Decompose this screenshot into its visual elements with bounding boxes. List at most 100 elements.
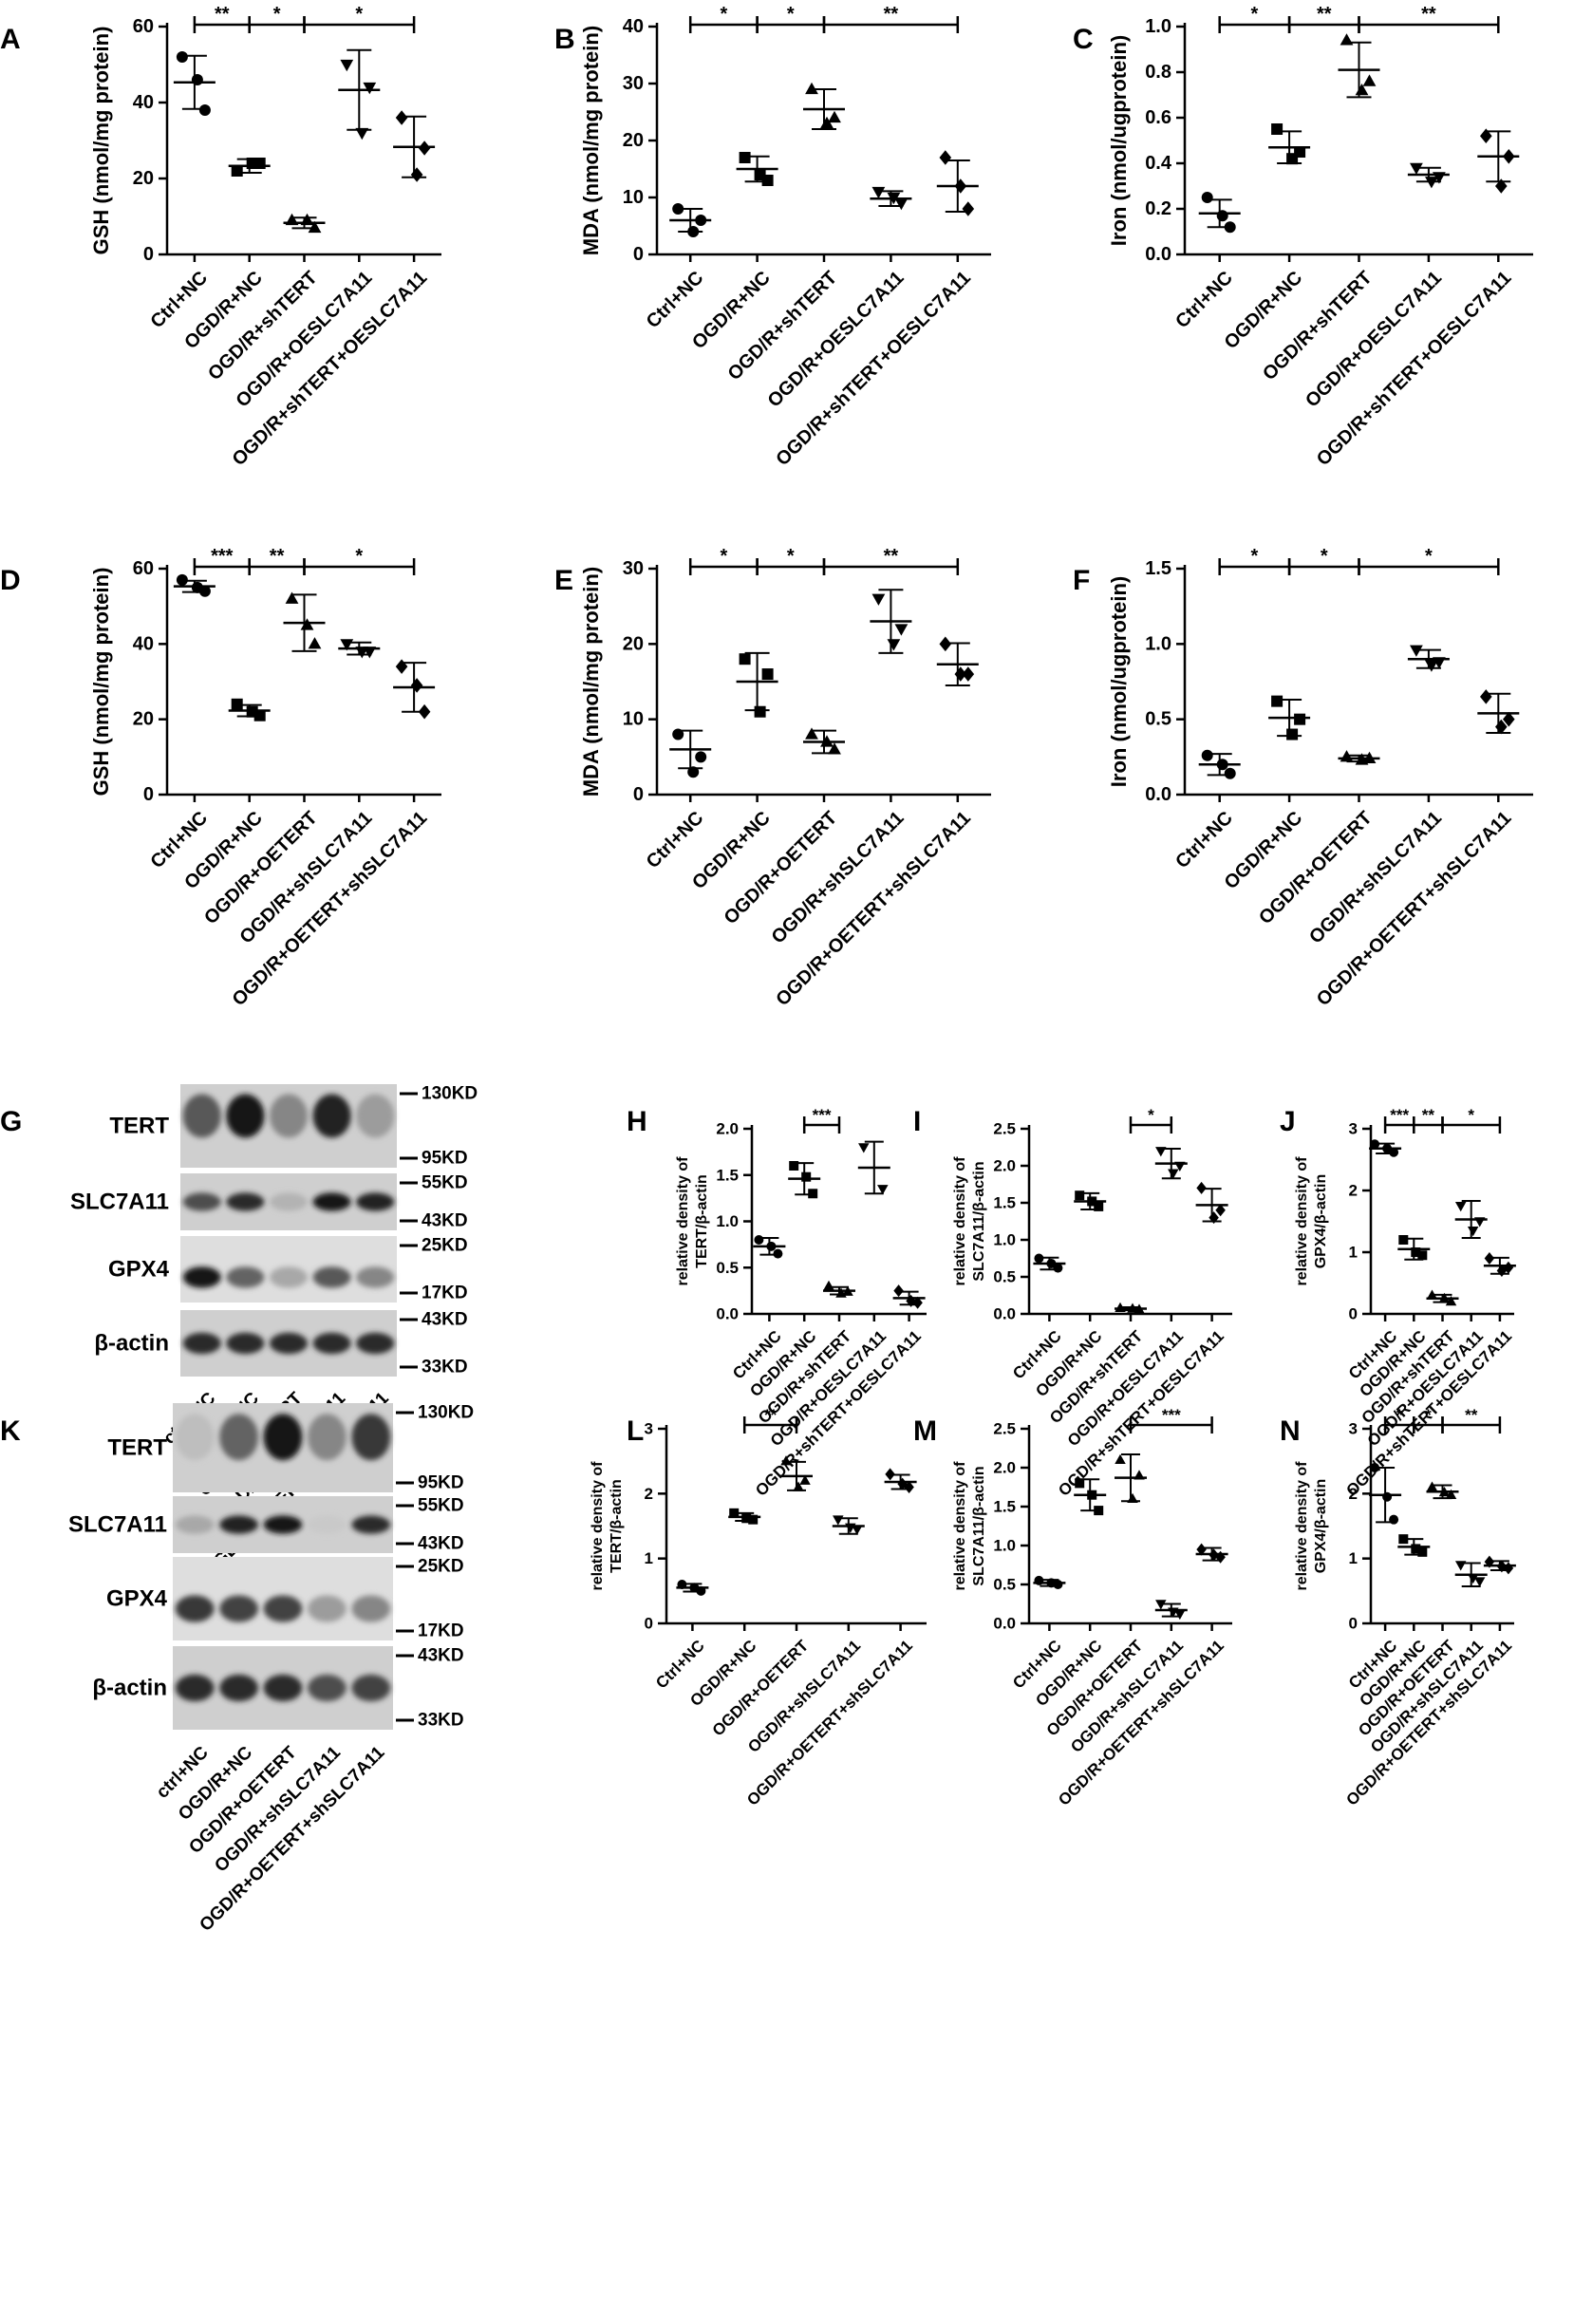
- data-point: [1286, 728, 1299, 740]
- significance-label: *: [355, 546, 363, 567]
- mw-marker-label: 17KD: [422, 1284, 468, 1303]
- y-tick-label: 0: [633, 244, 644, 265]
- y-tick-label: 1.5: [716, 1166, 739, 1184]
- data-point: [739, 653, 751, 665]
- mw-marker-label: 17KD: [418, 1621, 464, 1641]
- y-tick-label: 40: [133, 92, 154, 113]
- significance-label: *: [1321, 546, 1328, 567]
- y-tick-label: 1.5: [1145, 558, 1171, 579]
- data-point: [1168, 1169, 1179, 1179]
- data-point: [1398, 1235, 1409, 1245]
- y-tick-label: 1: [645, 1549, 653, 1567]
- group-1: [1198, 192, 1241, 234]
- data-point: [1196, 1543, 1207, 1556]
- data-point: [858, 1143, 870, 1153]
- group-4: [338, 639, 381, 659]
- x-tick-label: Ctrl+NC: [643, 808, 708, 873]
- significance-bracket: **: [1287, 4, 1360, 33]
- x-tick-label: Ctrl+NC: [643, 268, 708, 333]
- significance-label: *: [1425, 546, 1433, 567]
- blot-label: β-actin: [94, 1331, 169, 1357]
- data-point: [1127, 1303, 1138, 1313]
- blot-band: [269, 1094, 309, 1138]
- blot-label: GPX4: [108, 1257, 170, 1283]
- group-4: [870, 589, 912, 654]
- data-point: [1398, 1534, 1409, 1545]
- group-1: [669, 728, 712, 778]
- data-point: [1382, 1491, 1393, 1502]
- group-2: [228, 158, 271, 177]
- blot-band: [175, 1414, 215, 1461]
- mw-marker-label: 43KD: [418, 1646, 464, 1666]
- data-point: [1046, 1258, 1057, 1268]
- data-point: [1410, 162, 1423, 175]
- panel-letter-f: F: [1073, 565, 1090, 596]
- significance-label: *: [1148, 1106, 1154, 1124]
- data-point: [1503, 1562, 1514, 1575]
- blot-row: GPX4 25KD 17KD: [106, 1557, 464, 1641]
- y-axis-label: relative density of: [1294, 1461, 1310, 1591]
- data-point: [191, 581, 203, 593]
- group-5: [1195, 1181, 1228, 1225]
- blot-band: [182, 1094, 221, 1138]
- group-3: [1426, 1289, 1459, 1306]
- data-point: [1094, 1506, 1104, 1516]
- data-point: [300, 213, 314, 226]
- data-point: [1215, 1204, 1226, 1217]
- y-tick-label: 2: [1349, 1485, 1358, 1503]
- data-point: [954, 666, 967, 682]
- data-point: [1411, 1247, 1421, 1257]
- group-4: [1407, 162, 1450, 189]
- data-point: [687, 226, 700, 237]
- data-point: [1201, 192, 1213, 203]
- significance-label: *: [721, 546, 728, 567]
- blot-label: TERT: [109, 1114, 169, 1139]
- group-5: [1477, 128, 1520, 194]
- group-1: [173, 573, 215, 597]
- blot-band: [307, 1515, 347, 1534]
- data-point: [808, 1189, 818, 1199]
- significance-bracket: **: [822, 4, 960, 33]
- significance-label: **: [884, 546, 899, 567]
- group-5: [936, 150, 979, 216]
- significance-label: ***: [211, 546, 234, 567]
- data-point: [1454, 1561, 1467, 1571]
- significance-label: *: [355, 4, 363, 25]
- data-point: [355, 647, 369, 659]
- significance-bracket: **: [1441, 1406, 1502, 1434]
- y-tick-label: 1: [1349, 1244, 1358, 1262]
- blot-band: [219, 1674, 259, 1702]
- group-2: [1268, 123, 1311, 165]
- data-point: [773, 1248, 783, 1259]
- data-point: [1209, 1548, 1219, 1562]
- group-3: [1338, 750, 1380, 765]
- data-point: [1340, 750, 1354, 762]
- y-axis-label: GSH (nmol/mg protein): [89, 27, 113, 255]
- panel-letter-d: D: [0, 565, 21, 596]
- significance-bracket: *: [303, 4, 416, 33]
- group-3: [1115, 1453, 1147, 1504]
- significance-bracket: **: [822, 546, 960, 575]
- data-point: [1438, 1292, 1451, 1303]
- data-point: [677, 1580, 687, 1589]
- data-point: [805, 82, 818, 95]
- mw-marker-label: 25KD: [422, 1236, 468, 1256]
- blot-band: [351, 1595, 391, 1622]
- data-point: [1168, 1607, 1179, 1618]
- blot-label: SLC7A11: [70, 1190, 169, 1215]
- mw-marker-label: 43KD: [422, 1310, 468, 1330]
- data-point: [231, 165, 243, 177]
- y-tick-label: 0.0: [993, 1615, 1016, 1633]
- group-2: [1397, 1235, 1431, 1261]
- significance-bracket: *: [303, 546, 416, 575]
- data-point: [801, 1171, 812, 1182]
- data-point: [672, 203, 684, 215]
- data-point: [1382, 1143, 1393, 1153]
- y-tick-label: 40: [133, 633, 154, 654]
- blot-band: [182, 1192, 221, 1211]
- data-point: [246, 158, 258, 169]
- y-tick-label: 1.5: [993, 1498, 1016, 1516]
- blot-band: [219, 1515, 259, 1534]
- blot-band: [269, 1266, 309, 1288]
- data-point: [1034, 1253, 1044, 1264]
